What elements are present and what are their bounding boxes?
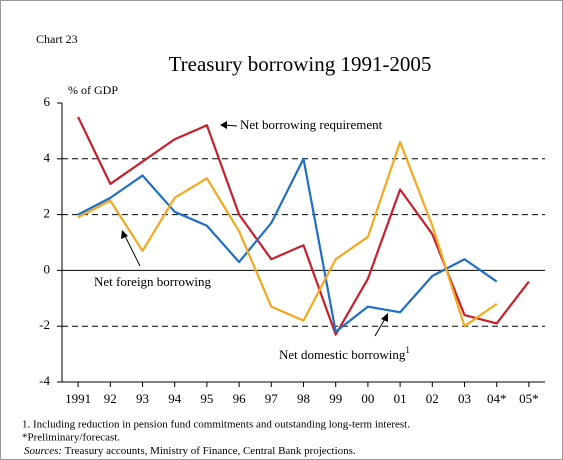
series-line bbox=[77, 157, 498, 333]
x-tick-label: 92 bbox=[104, 391, 117, 406]
footnote: 1. Including reduction in pension fund c… bbox=[22, 419, 410, 431]
x-tick-label: 95 bbox=[200, 391, 213, 406]
series-label: Net domestic borrowing1 bbox=[279, 345, 410, 362]
footnote-marker: 1 bbox=[405, 345, 410, 355]
x-tick-label: 96 bbox=[233, 391, 247, 406]
series-line bbox=[77, 116, 530, 336]
y-axis-label: % of GDP bbox=[68, 83, 118, 97]
y-tick-label: -2 bbox=[39, 317, 50, 332]
sources: Sources: Treasury accounts, Ministry of … bbox=[24, 445, 356, 457]
series-name: Net borrowing requirement bbox=[240, 117, 383, 132]
y-tick-label: 2 bbox=[44, 206, 51, 221]
series-name: Net domestic borrowing bbox=[279, 347, 406, 362]
x-tick-label: 99 bbox=[329, 391, 342, 406]
x-tick-label: 03 bbox=[458, 391, 471, 406]
annotation-arrows bbox=[121, 121, 388, 337]
x-tick-label: 98 bbox=[297, 391, 310, 406]
footnote: *Preliminary/forecast. bbox=[22, 432, 120, 444]
series-label: Net borrowing requirement bbox=[240, 117, 383, 132]
y-tick-label: 6 bbox=[44, 94, 51, 109]
series-name: Net foreign borrowing bbox=[94, 274, 211, 289]
y-tick-label: 4 bbox=[44, 150, 51, 165]
x-tick-label: 04* bbox=[487, 391, 507, 406]
sources-label: Sources: bbox=[24, 445, 62, 457]
x-tick-label: 93 bbox=[136, 391, 149, 406]
x-tick-label: 97 bbox=[265, 391, 279, 406]
series-label: Net foreign borrowing bbox=[94, 274, 211, 289]
x-tick-label: 00 bbox=[361, 391, 374, 406]
x-tick-label: 05* bbox=[519, 391, 539, 406]
sources-text: Treasury accounts, Ministry of Finance, … bbox=[65, 445, 356, 457]
series-line bbox=[77, 140, 498, 328]
chart-label: Chart 23 bbox=[36, 32, 78, 46]
x-tick-label: 1991 bbox=[65, 391, 91, 406]
y-tick-label: -4 bbox=[39, 373, 50, 388]
chart-title: Treasury borrowing 1991-2005 bbox=[169, 52, 432, 76]
x-tick-label: 02 bbox=[426, 391, 439, 406]
x-tick-label: 94 bbox=[168, 391, 182, 406]
x-tick-label: 01 bbox=[394, 391, 407, 406]
y-tick-label: 0 bbox=[44, 261, 51, 276]
